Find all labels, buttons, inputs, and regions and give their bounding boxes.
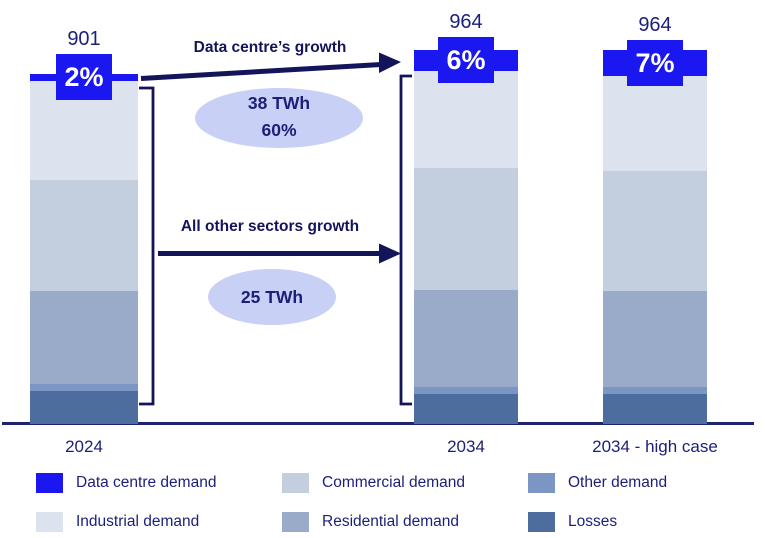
bar-total-label-2034-high-case: 964 [638,13,672,36]
bar-total-label-2034: 964 [449,11,483,34]
segment-other-demand [30,383,138,391]
other-sectors-growth-label: All other sectors growth [180,218,360,235]
data-centre-growth-arrowhead-icon [379,52,401,73]
bar-2024 [30,74,138,424]
dc-growth-bubble: 38 TWh 60% [195,88,363,148]
legend-label-residential-demand: Residential demand [322,513,460,530]
legend-swatch-industrial-demand [36,512,63,532]
segment-other-demand [603,386,707,394]
segment-losses [414,393,518,424]
segment-residential-demand [30,290,138,384]
data-centre-share-label-2034: 6% [438,37,494,84]
segment-industrial-demand [603,75,707,172]
legend-label-data-centre-demand: Data centre demand [76,474,217,491]
data-centre-growth-label: Data centre’s growth [193,39,347,56]
other-growth-bubble: 25 TWh [208,269,336,325]
legend-swatch-losses [528,512,555,532]
data-centre-share-label-2034-high-case: 7% [627,39,683,86]
segment-commercial-demand [30,180,138,291]
segment-losses [30,390,138,424]
x-axis-label-2034: 2034 [447,437,485,456]
segment-commercial-demand [603,171,707,292]
legend-item-industrial-demand: Industrial demand [36,512,199,532]
segment-commercial-demand [414,168,518,290]
x-axis-line [2,422,754,425]
legend-swatch-commercial-demand [282,473,309,493]
segment-residential-demand [414,289,518,387]
dc-growth-pct-value: 60% [261,120,297,140]
legend-item-other-demand: Other demand [528,473,667,493]
legend-label-commercial-demand: Commercial demand [322,474,465,491]
bar-2024-bracket [139,86,155,406]
legend-item-losses: Losses [528,512,617,532]
legend-swatch-other-demand [528,473,555,493]
data-centre-share-label-2024: 2% [56,54,112,101]
segment-industrial-demand [414,71,518,169]
dc-growth-twh-value: 38 TWh [247,93,311,113]
legend-swatch-data-centre-demand [36,473,63,493]
segment-residential-demand [603,291,707,387]
legend-label-losses: Losses [568,513,618,530]
legend-item-data-centre-demand: Data centre demand [36,473,216,493]
legend-swatch-residential-demand [282,512,309,532]
other-growth-twh-value: 25 TWh [240,287,304,307]
x-axis-label-2034-high-case: 2034 - high case [592,437,718,456]
legend-item-residential-demand: Residential demand [282,512,459,532]
data-centre-growth-arrow [140,62,382,81]
bar-total-label-2024: 901 [67,28,101,51]
legend-label-industrial-demand: Industrial demand [76,513,200,530]
legend-item-commercial-demand: Commercial demand [282,473,465,493]
segment-other-demand [414,386,518,394]
bar-2034-bracket [399,74,412,406]
x-axis-label-2024: 2024 [65,437,103,456]
other-sectors-growth-arrowhead-icon [379,243,401,264]
legend-label-other-demand: Other demand [568,474,668,491]
segment-losses [603,393,707,424]
